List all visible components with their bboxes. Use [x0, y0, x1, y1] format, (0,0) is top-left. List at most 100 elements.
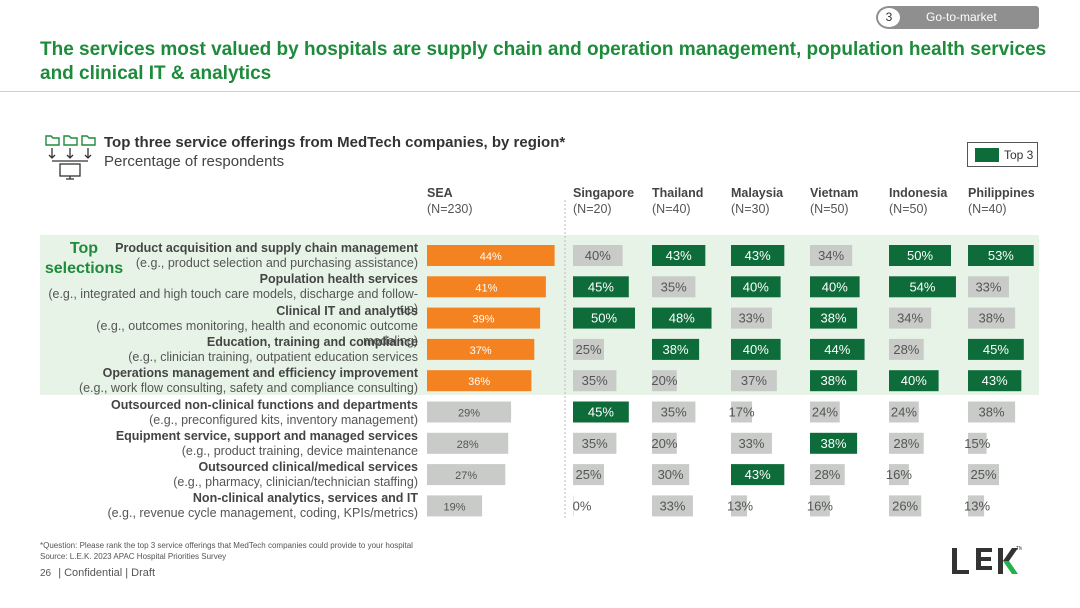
bar-label-sea-row7: 28% — [457, 439, 479, 451]
bar-malaysia-row7 — [731, 432, 772, 454]
bar-label-singapore-row4: 25% — [575, 342, 601, 357]
row-label: Operations management and efficiency imp… — [78, 366, 418, 395]
bar-label-sea-row4: 37% — [470, 345, 492, 357]
title-divider — [0, 91, 1080, 92]
section-badge-label: Go-to-market — [888, 6, 1039, 29]
bar-label-philippines-row7: 15% — [964, 436, 990, 451]
bar-label-thailand-row4: 38% — [663, 342, 689, 357]
bar-singapore-row6 — [573, 401, 629, 423]
bar-vietnam-row6 — [810, 401, 840, 423]
page-number: 26 — [40, 568, 52, 579]
row-label: Outsourced clinical/medical services (e.g… — [173, 460, 418, 489]
bar-philippines-row7 — [968, 432, 987, 454]
bar-sea-row6 — [427, 401, 512, 423]
top-selections-label: Top selections — [44, 240, 124, 277]
bar-singapore-row5 — [573, 370, 617, 392]
bar-label-sea-row9: 19% — [444, 501, 466, 513]
bar-malaysia-row5 — [731, 370, 777, 392]
row-label: Population health services (e.g., integra… — [48, 272, 418, 316]
bar-label-singapore-row7: 35% — [582, 436, 608, 451]
bar-malaysia-row6 — [731, 401, 753, 423]
row-label: Outsourced non-clinical functions and de… — [111, 398, 418, 427]
bar-thailand-row4 — [652, 338, 700, 360]
bar-label-indonesia-row8: 16% — [886, 467, 912, 482]
bar-label-indonesia-row4: 28% — [893, 342, 919, 357]
column-header-vietnam: Vietnam (N=50) — [810, 186, 859, 216]
bar-label-indonesia-row3: 34% — [897, 311, 923, 326]
bar-label-thailand-row3: 48% — [669, 311, 695, 326]
legend-label: Top 3 — [1004, 147, 1034, 162]
bar-label-singapore-row9: 0% — [573, 498, 592, 513]
row-label: Product acquisition and supply chain man… — [115, 241, 418, 270]
bar-sea-row4 — [427, 338, 535, 360]
bar-label-philippines-row4: 45% — [983, 342, 1009, 357]
bar-label-singapore-row6: 45% — [588, 405, 614, 420]
bar-label-singapore-row1: 40% — [585, 248, 611, 263]
bar-label-vietnam-row7: 38% — [821, 436, 847, 451]
footnote: *Question: Please rank the top 3 service… — [40, 541, 413, 550]
bar-philippines-row6 — [968, 401, 1016, 423]
column-header-indonesia: Indonesia (N=50) — [889, 186, 948, 216]
bar-label-sea-row2: 41% — [475, 282, 497, 294]
bar-indonesia-row9 — [889, 495, 922, 517]
column-header-singapore: Singapore (N=20) — [573, 186, 635, 216]
bar-label-philippines-row9: 13% — [964, 498, 990, 513]
bar-label-singapore-row3: 50% — [591, 311, 617, 326]
row-label: Equipment service, support and managed s… — [115, 429, 418, 458]
bar-indonesia-row3 — [889, 307, 932, 329]
legend-swatch-top3 — [975, 147, 999, 162]
bar-malaysia-row2 — [731, 276, 781, 298]
bar-label-vietnam-row8: 28% — [814, 467, 840, 482]
bar-sea-row8 — [427, 464, 506, 486]
bar-label-vietnam-row6: 24% — [812, 405, 838, 420]
bar-sea-row3 — [427, 307, 541, 329]
bar-label-sea-row6: 29% — [458, 408, 480, 420]
bar-malaysia-row9 — [731, 495, 748, 517]
bar-label-vietnam-row5: 38% — [821, 373, 847, 388]
bar-philippines-row1 — [968, 245, 1034, 266]
bar-indonesia-row7 — [889, 432, 924, 454]
bar-label-thailand-row1: 43% — [666, 248, 692, 263]
bar-sea-row7 — [427, 432, 509, 454]
row-label: Non-clinical analytics, services and IT(… — [107, 491, 418, 520]
bar-label-indonesia-row9: 26% — [892, 498, 918, 513]
page-title: The services most valued by hospitals ar… — [40, 39, 1047, 84]
bar-indonesia-row2 — [889, 276, 956, 298]
bar-philippines-row8 — [968, 464, 999, 486]
bar-label-sea-row5: 36% — [468, 376, 490, 388]
bar-singapore-row1 — [573, 245, 623, 266]
bar-label-philippines-row6: 38% — [979, 405, 1005, 420]
service-network-icon — [45, 135, 96, 180]
column-header-malaysia: Malaysia (N=30) — [731, 186, 784, 216]
bar-label-philippines-row5: 43% — [982, 373, 1008, 388]
bar-thailand-row9 — [652, 495, 693, 517]
column-header-thailand: Thailand (N=40) — [652, 186, 704, 216]
column-header-philippines: Philippines (N=40) — [968, 186, 1035, 216]
bar-malaysia-row4 — [731, 338, 781, 360]
bar-thailand-row5 — [652, 370, 677, 392]
bar-label-indonesia-row5: 40% — [901, 373, 927, 388]
chart-measure: Percentage of respondents — [104, 153, 285, 170]
column-header-sea: SEA (N=230) — [427, 186, 473, 216]
bar-label-malaysia-row3: 33% — [738, 311, 764, 326]
bar-malaysia-row1 — [731, 245, 785, 266]
bar-sea-row9 — [427, 495, 483, 517]
source-note: Source: L.E.K. 2023 APAC Hospital Priori… — [40, 552, 227, 561]
row-label: Clinical IT and analytics (e.g., outcomes… — [96, 304, 418, 348]
bar-label-vietnam-row9: 16% — [807, 498, 833, 513]
bar-philippines-row5 — [968, 370, 1022, 392]
bar-label-malaysia-row8: 43% — [745, 467, 771, 482]
bar-philippines-row4 — [968, 338, 1024, 360]
bar-vietnam-row4 — [810, 338, 865, 360]
bar-thailand-row7 — [652, 432, 677, 454]
bar-indonesia-row4 — [889, 338, 924, 360]
bar-indonesia-row5 — [889, 370, 939, 392]
bar-label-thailand-row8: 30% — [658, 467, 684, 482]
bar-label-vietnam-row3: 38% — [821, 311, 847, 326]
bar-thailand-row3 — [652, 307, 712, 329]
bar-label-philippines-row1: 53% — [988, 248, 1014, 263]
bar-philippines-row9 — [968, 495, 985, 517]
bar-singapore-row2 — [573, 276, 629, 298]
bar-indonesia-row8 — [889, 464, 909, 486]
